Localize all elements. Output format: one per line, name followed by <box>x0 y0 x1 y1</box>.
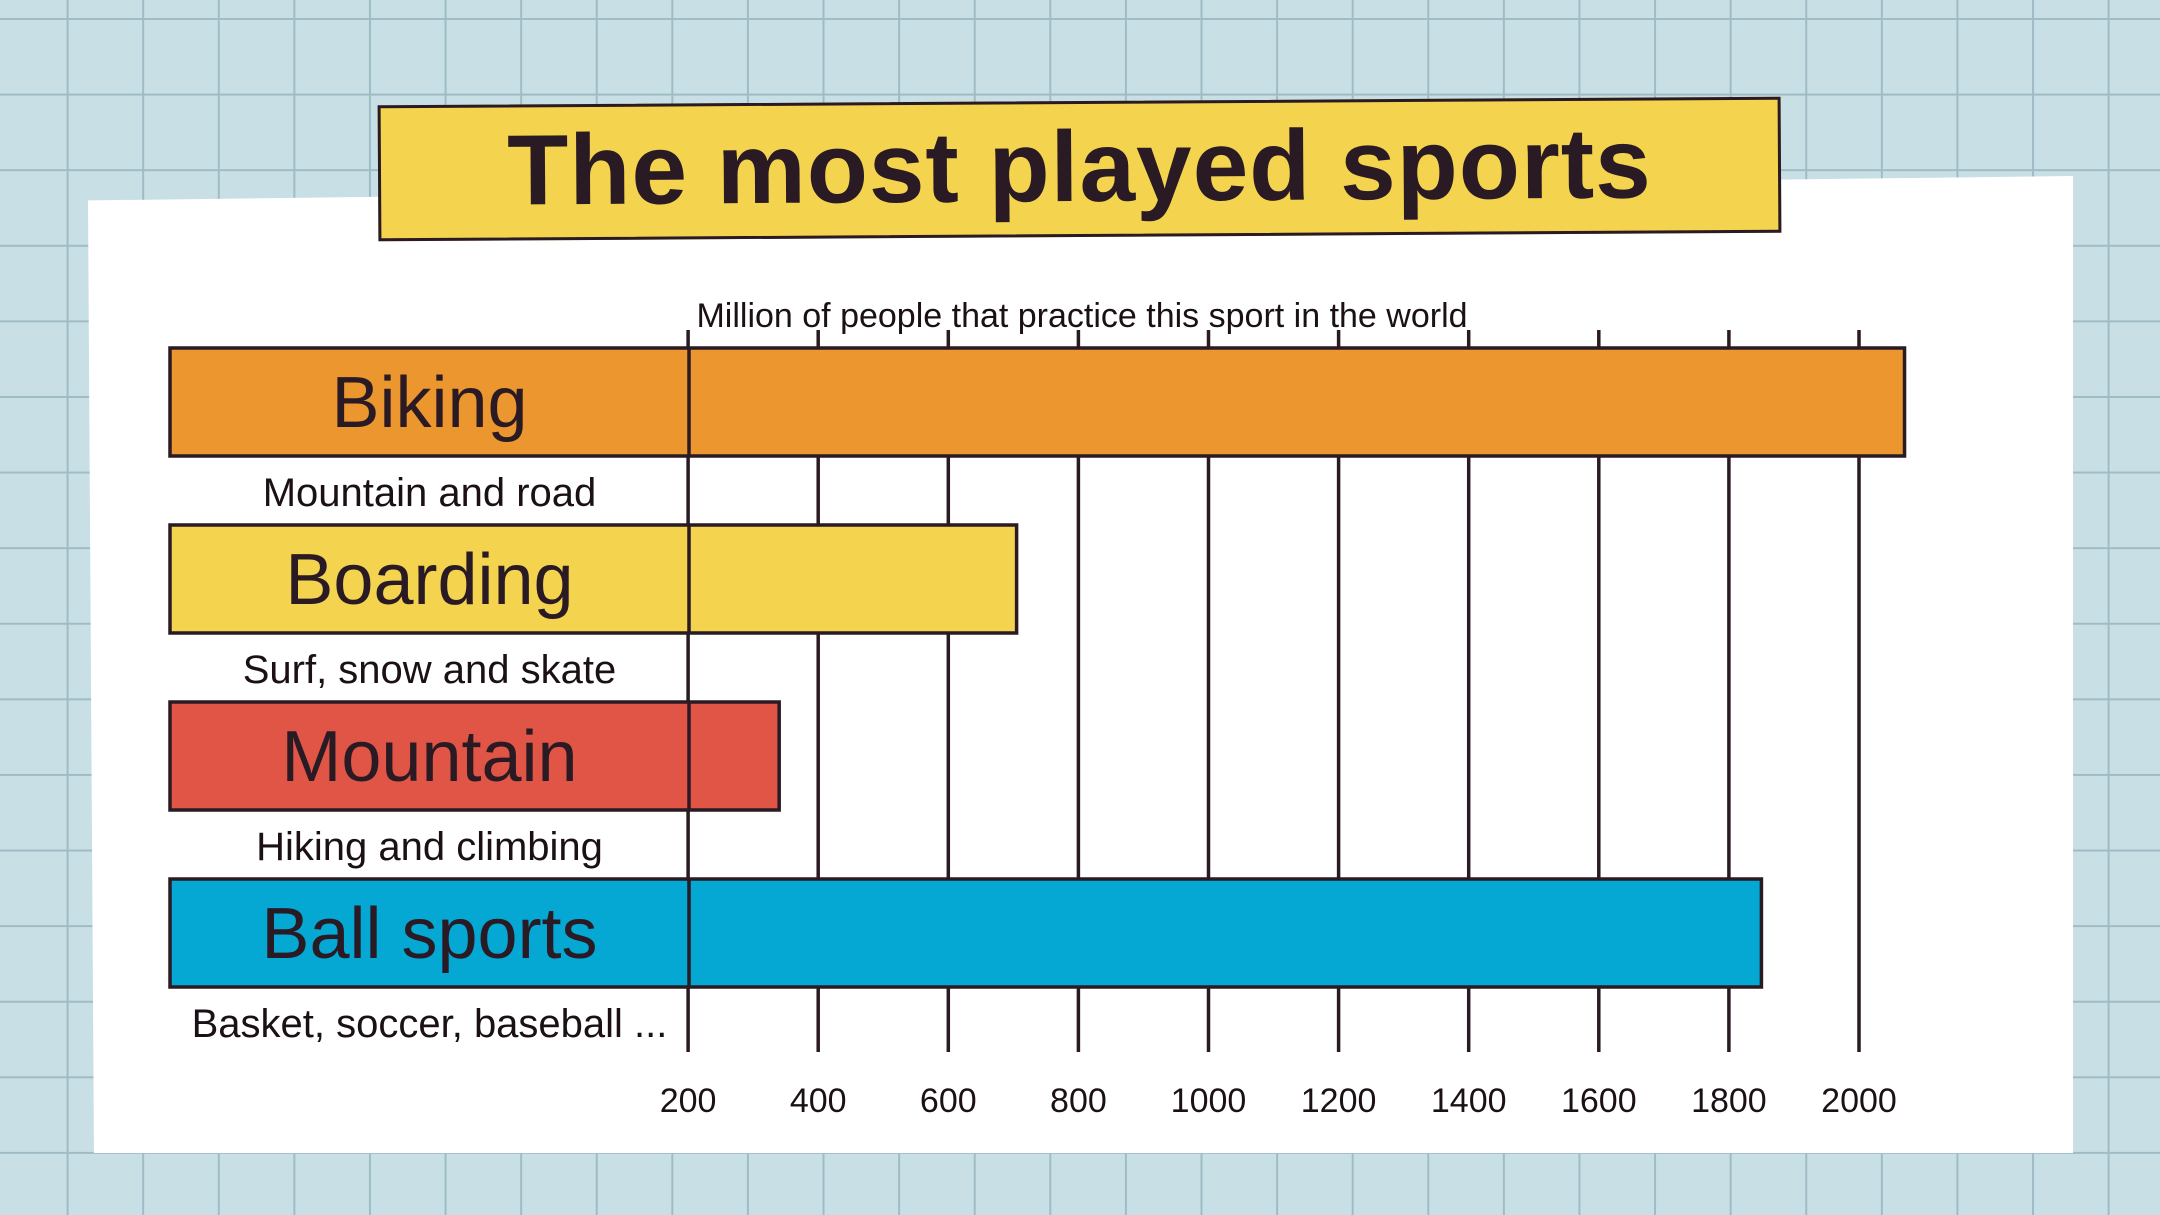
category-subtitle-mountain: Hiking and climbing <box>256 825 603 869</box>
bar-biking <box>168 346 1907 458</box>
bar-boarding <box>168 523 1019 635</box>
x-tick-label-800: 800 <box>1050 1082 1107 1120</box>
x-tick-label-400: 400 <box>790 1082 847 1120</box>
chart-card <box>88 176 2073 1153</box>
category-label-ball-sports: Ball sports <box>261 894 597 974</box>
x-tick-label-600: 600 <box>920 1082 977 1120</box>
category-label-biking: Biking <box>331 363 527 443</box>
x-tick-label-1200: 1200 <box>1301 1082 1377 1120</box>
category-subtitle-boarding: Surf, snow and skate <box>243 648 617 692</box>
x-tick-labels: 200 400 600 800 1000 1200 1400 1600 1800 2000 <box>660 1082 1897 1120</box>
bar-mountain <box>168 700 781 812</box>
bars: Biking Mountain and road Boarding Surf, sno… <box>168 346 1907 1046</box>
category-subtitle-ball-sports: Basket, soccer, baseball ... <box>192 1002 668 1046</box>
x-tick-label-1600: 1600 <box>1561 1082 1637 1120</box>
category-subtitle-biking: Mountain and road <box>263 471 597 515</box>
bar-ball-sports <box>168 877 1764 989</box>
x-tick-label-1800: 1800 <box>1691 1082 1767 1120</box>
x-tick-label-200: 200 <box>660 1082 717 1120</box>
x-tick-label-1000: 1000 <box>1171 1082 1247 1120</box>
x-tick-label-1400: 1400 <box>1431 1082 1507 1120</box>
x-tick-label-2000: 2000 <box>1821 1082 1897 1120</box>
category-label-boarding: Boarding <box>285 540 573 620</box>
category-label-mountain: Mountain <box>281 717 577 797</box>
x-axis-title: Million of people that practice this spo… <box>696 297 1467 335</box>
